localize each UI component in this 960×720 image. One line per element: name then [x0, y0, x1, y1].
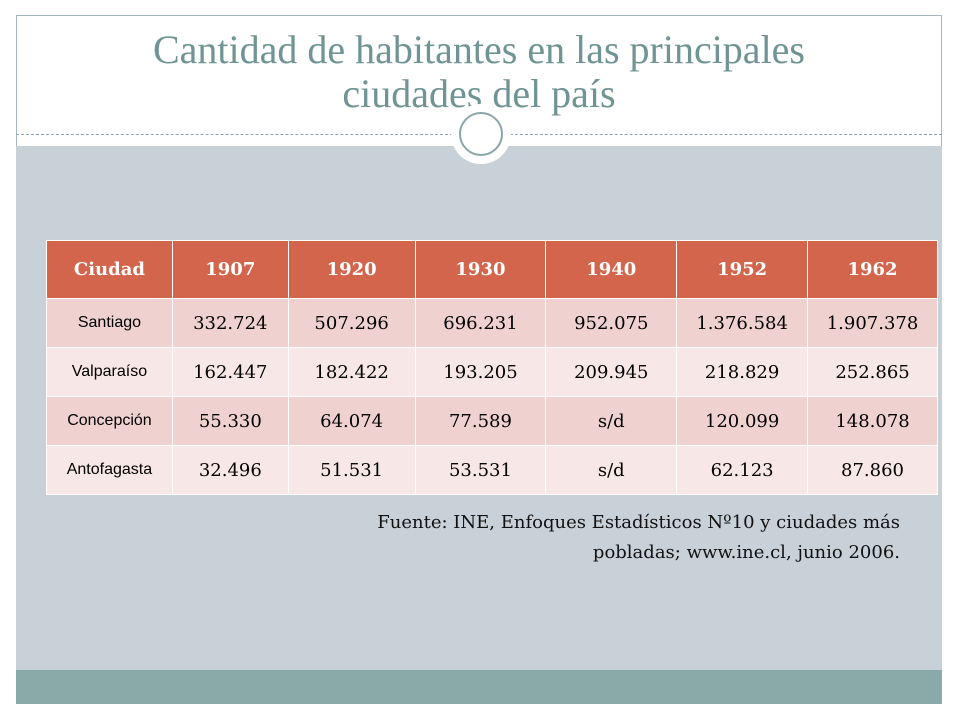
value-cell: 696.231 — [414, 298, 547, 348]
value-cell: 507.296 — [287, 298, 416, 348]
source-line-2: pobladas; www.ine.cl, junio 2006. — [592, 542, 900, 563]
header-cell: 1907 — [171, 240, 289, 299]
value-cell: 218.829 — [676, 347, 809, 397]
table-row: Concepción 55.330 64.074 77.589 s/d 120.… — [46, 396, 938, 446]
city-cell: Valparaíso — [46, 347, 173, 397]
value-cell: 55.330 — [171, 396, 289, 446]
city-cell: Antofagasta — [46, 445, 173, 495]
value-cell: 62.123 — [676, 445, 809, 495]
table-row: Santiago 332.724 507.296 696.231 952.075… — [46, 298, 938, 348]
table-header-row: Ciudad 1907 1920 1930 1940 1952 1962 — [46, 240, 938, 299]
value-cell: 148.078 — [807, 396, 938, 446]
value-cell: 120.099 — [676, 396, 809, 446]
population-table: Ciudad 1907 1920 1930 1940 1952 1962 San… — [46, 240, 938, 495]
header-cell: 1940 — [545, 240, 678, 299]
value-cell: 32.496 — [171, 445, 289, 495]
city-cell: Santiago — [46, 298, 173, 348]
header-cell: 1930 — [414, 240, 547, 299]
divider-circle-ornament — [451, 104, 511, 164]
value-cell: 209.945 — [545, 347, 678, 397]
footer-bar — [16, 670, 942, 704]
value-cell: 1.907.378 — [807, 298, 938, 348]
source-line-1: Fuente: INE, Enfoques Estadísticos Nº10 … — [377, 512, 900, 533]
value-cell: 332.724 — [171, 298, 289, 348]
title-line-1: Cantidad de habitantes en las principale… — [152, 27, 805, 72]
value-cell: 252.865 — [807, 347, 938, 397]
title-area: Cantidad de habitantes en las principale… — [16, 15, 942, 135]
header-cell: 1952 — [676, 240, 809, 299]
slide-title: Cantidad de habitantes en las principale… — [16, 28, 942, 116]
value-cell: s/d — [545, 396, 678, 446]
table-row: Antofagasta 32.496 51.531 53.531 s/d 62.… — [46, 445, 938, 495]
value-cell: s/d — [545, 445, 678, 495]
value-cell: 162.447 — [171, 347, 289, 397]
value-cell: 193.205 — [414, 347, 547, 397]
value-cell: 182.422 — [287, 347, 416, 397]
header-cell: 1962 — [807, 240, 938, 299]
header-cell: 1920 — [287, 240, 416, 299]
value-cell: 51.531 — [287, 445, 416, 495]
source-citation: Fuente: INE, Enfoques Estadísticos Nº10 … — [300, 508, 900, 568]
header-cell: Ciudad — [46, 240, 173, 299]
value-cell: 64.074 — [287, 396, 416, 446]
value-cell: 1.376.584 — [676, 298, 809, 348]
value-cell: 77.589 — [414, 396, 547, 446]
circle-ring — [459, 112, 503, 156]
city-cell: Concepción — [46, 396, 173, 446]
value-cell: 87.860 — [807, 445, 938, 495]
value-cell: 53.531 — [414, 445, 547, 495]
value-cell: 952.075 — [545, 298, 678, 348]
table-row: Valparaíso 162.447 182.422 193.205 209.9… — [46, 347, 938, 397]
